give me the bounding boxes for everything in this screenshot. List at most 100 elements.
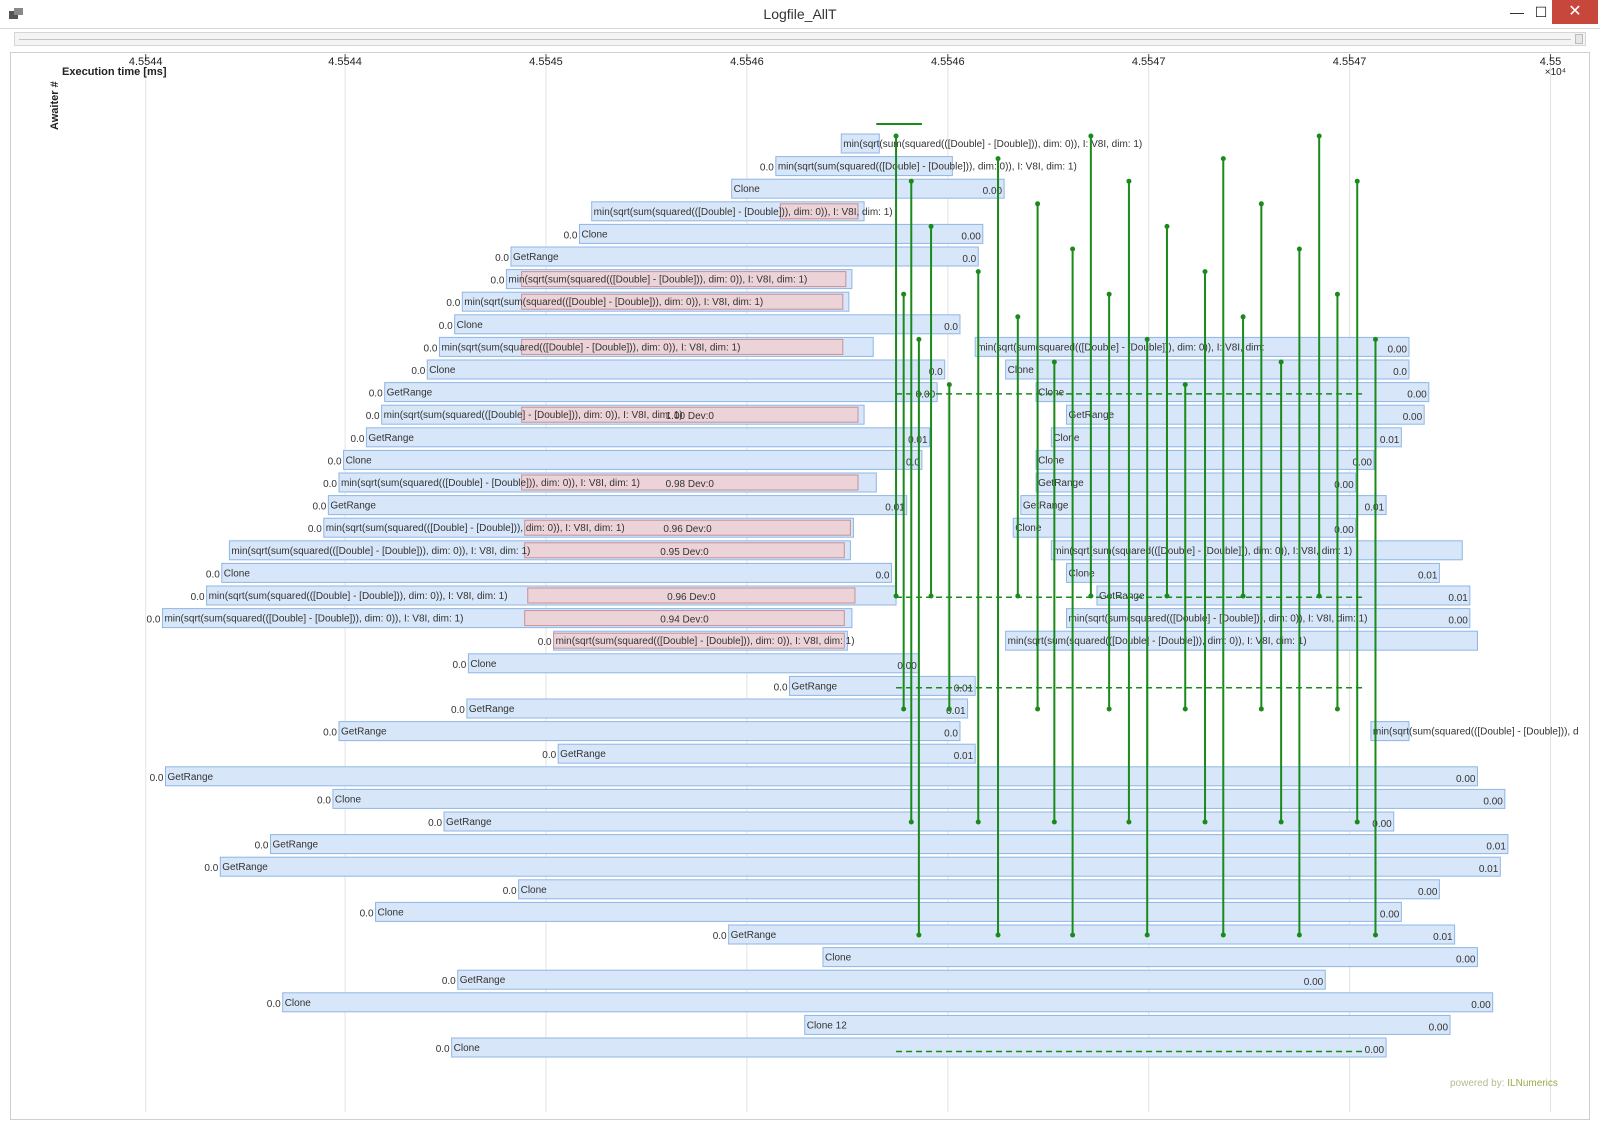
bar-start-value: 0.0 xyxy=(204,863,218,874)
link-node xyxy=(1278,359,1284,365)
bar-end-value: 0.00 xyxy=(961,231,981,242)
awaiter-bar: 0.0 GetRange 0.0 xyxy=(323,721,961,742)
link-node xyxy=(901,706,907,712)
cluster-bar: min(sqrt(sum(squared(([Double] - [Double… xyxy=(1370,721,1579,742)
bar-rect xyxy=(1096,585,1471,606)
bar-start-value: 0.0 xyxy=(147,615,161,626)
bar-label: min(sqrt(sum(squared(([Double] - [Double… xyxy=(508,275,807,286)
link-node xyxy=(901,291,907,297)
title-bar: Logfile_AllT — ☐ ✕ xyxy=(0,0,1600,29)
bar-label: Clone xyxy=(734,184,761,195)
bar-label: GetRange xyxy=(460,975,506,986)
bar-label: Clone xyxy=(581,229,608,240)
awaiter-bar: 0.0 min(sqrt(sum(squared(([Double] - [Dou… xyxy=(424,336,874,357)
link-node xyxy=(1220,932,1226,938)
awaiter-bar: 0.0 GetRange 0.01 xyxy=(713,924,1456,945)
awaiter-bar: 0.0 min(sqrt(sum(squared(([Double] - [Dou… xyxy=(538,630,855,651)
bar-start-value: 0.0 xyxy=(350,434,364,445)
bar-end-value: 0.01 xyxy=(954,751,974,762)
maximize-button[interactable]: ☐ xyxy=(1534,4,1548,20)
close-button[interactable]: ✕ xyxy=(1552,0,1598,24)
device-segment xyxy=(524,542,845,559)
bar-rect xyxy=(343,449,923,470)
bar-end-value: 0.00 xyxy=(1456,955,1476,966)
awaiter-bar: 0.0 min(sqrt(sum(squared(([Double] - [Dou… xyxy=(491,269,853,290)
link-node xyxy=(1126,178,1132,184)
link-node xyxy=(1372,336,1378,342)
device-label: 0.96 Dev:0 xyxy=(667,592,716,603)
link-node xyxy=(1354,819,1360,825)
bar-end-value: 0.01 xyxy=(1433,932,1453,943)
cluster-bar: GetRange 0.01 xyxy=(1020,495,1387,516)
bar-rect xyxy=(1035,472,1357,493)
device-segment xyxy=(521,474,859,491)
cluster-bar: GetRange 0.00 xyxy=(1035,472,1357,493)
bar-label: Clone xyxy=(429,365,456,376)
link-node xyxy=(1202,269,1208,275)
bar-label: Clone xyxy=(1038,388,1065,399)
bar-label: min(sqrt(sum(squared(([Double] - [Double… xyxy=(1053,546,1352,557)
bar-end-value: 0.0 xyxy=(929,367,943,378)
awaiter-bar: 1.00 Dev:0 0.0 min(sqrt(sum(squared(([Doub… xyxy=(366,404,865,425)
cluster-bar: Clone 0.01 xyxy=(1050,427,1402,448)
device-segment xyxy=(524,519,851,536)
bar-label: Clone xyxy=(825,953,852,964)
bar-label: Clone xyxy=(346,455,373,466)
watermark-prefix: powered by: xyxy=(1450,1078,1508,1089)
scrollbar-thumb[interactable] xyxy=(1575,34,1583,44)
bar-start-value: 0.0 xyxy=(255,841,269,852)
awaiter-bar: 0.95 Dev:0 min(sqrt(sum(squared(([Double]… xyxy=(228,540,851,561)
cluster-bar: Clone 0.0 xyxy=(1005,359,1410,380)
cluster-bar: Clone 0.00 xyxy=(1035,382,1430,403)
bar-end-value: 0.00 xyxy=(1380,909,1400,920)
device-label: 0.98 Dev:0 xyxy=(666,479,715,490)
gantt-chart[interactable]: 4.5544 4.5544 4.5545 4.5546 4.5546 4.5547 4.55… xyxy=(0,52,1600,1120)
bar-end-value: 0.00 xyxy=(1418,887,1438,898)
bar-rect xyxy=(164,766,1478,787)
x-tick-labels: 4.5544 4.5544 4.5545 4.5546 4.5546 4.5547 4.55… xyxy=(129,56,1561,68)
bar-rect xyxy=(1066,404,1425,425)
bar-rect xyxy=(1066,608,1471,629)
bar-end-value: 0.01 xyxy=(1418,570,1438,581)
bar-start-value: 0.0 xyxy=(439,321,453,332)
link-node xyxy=(1035,201,1041,207)
bar-end-value: 0.01 xyxy=(1479,864,1499,875)
bar-start-value: 0.0 xyxy=(424,343,438,354)
bar-start-value: 0.0 xyxy=(369,389,383,400)
link-node xyxy=(946,706,952,712)
bar-label: GetRange xyxy=(1038,478,1084,489)
bar-start-value: 0.0 xyxy=(442,976,456,987)
bar-end-value: 0.00 xyxy=(983,186,1003,197)
link-node xyxy=(1051,819,1057,825)
device-segment xyxy=(521,338,844,355)
device-segment xyxy=(553,632,845,649)
bar-start-value: 0.0 xyxy=(491,276,505,287)
bar-end-value: 0.00 xyxy=(1304,977,1324,988)
bar-start-value: 0.0 xyxy=(446,298,460,309)
bar-label: GetRange xyxy=(446,817,492,828)
bar-label: Clone xyxy=(457,320,484,331)
link-node xyxy=(916,932,922,938)
bar-label: Clone xyxy=(1015,523,1042,534)
link-node xyxy=(1202,819,1208,825)
bar-start-value: 0.0 xyxy=(713,931,727,942)
cluster-bar: min(sqrt(sum(squared(([Double] - [Double… xyxy=(1066,608,1471,629)
app-window-icon[interactable] xyxy=(8,6,24,22)
cluster-bar: Clone 0.01 xyxy=(1066,562,1440,583)
minimize-button[interactable]: — xyxy=(1510,4,1524,20)
bar-label: GetRange xyxy=(273,840,319,851)
bar-rect xyxy=(451,1037,1387,1058)
bar-start-value: 0.0 xyxy=(452,660,466,671)
bar-start-value: 0.0 xyxy=(411,366,425,377)
bar-rect xyxy=(365,427,931,448)
plot-frame xyxy=(10,52,1590,1120)
horizontal-scrollbar[interactable] xyxy=(14,32,1586,46)
bar-rect xyxy=(1035,382,1430,403)
bar-start-value: 0.0 xyxy=(323,479,337,490)
bar-start-value: 0.0 xyxy=(774,682,788,693)
link-node xyxy=(1278,819,1284,825)
bar-rect xyxy=(557,743,976,764)
bar-rect xyxy=(510,246,979,267)
device-label: 0.96 Dev:0 xyxy=(663,524,712,535)
dependency-links xyxy=(876,123,1378,1053)
